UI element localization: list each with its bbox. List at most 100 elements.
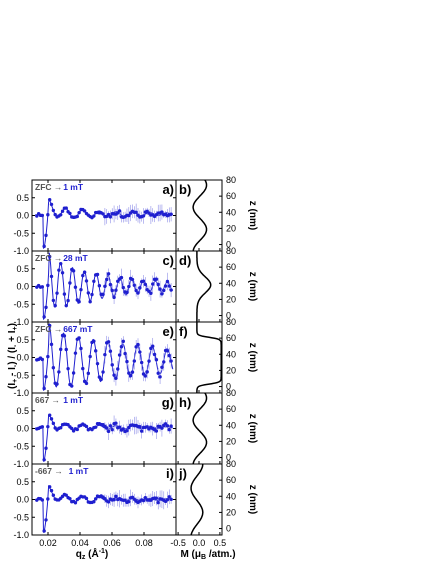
data-point bbox=[93, 425, 98, 429]
data-point bbox=[152, 352, 157, 357]
panel-3: -1.0 -0.5 0.0 0.5 0 20 40 60 80 z (nm) ZFC → 667 mT… bbox=[13, 317, 258, 398]
data-point bbox=[132, 359, 137, 363]
data-point bbox=[77, 300, 81, 304]
y-axis-label: (I+ - I-) / (I- + I+) bbox=[7, 323, 19, 389]
data-point bbox=[167, 284, 171, 288]
data-point bbox=[128, 373, 133, 378]
data-point bbox=[62, 334, 67, 338]
data-point bbox=[165, 349, 170, 353]
data-point bbox=[79, 287, 83, 292]
y-tick-label: -1.0 bbox=[13, 246, 29, 256]
data-point bbox=[141, 279, 146, 283]
data-point bbox=[108, 349, 113, 353]
data-point bbox=[59, 261, 63, 266]
fit-curve bbox=[35, 323, 174, 391]
data-point bbox=[42, 529, 46, 533]
data-point bbox=[125, 428, 129, 433]
data-point bbox=[95, 272, 100, 277]
data-point bbox=[108, 215, 113, 219]
data-point bbox=[103, 496, 107, 501]
data-point bbox=[49, 342, 54, 347]
y-tick-label: -0.5 bbox=[13, 228, 29, 238]
z-tick-label: 0 bbox=[226, 524, 231, 534]
data-point bbox=[169, 424, 173, 428]
data-point bbox=[57, 268, 61, 272]
z-tick-label: 0 bbox=[226, 453, 231, 463]
data-point bbox=[106, 272, 111, 276]
data-point bbox=[47, 323, 52, 328]
data-point bbox=[68, 497, 72, 501]
data-point bbox=[75, 427, 79, 432]
z-tick-label: 80 bbox=[226, 317, 236, 327]
data-point bbox=[66, 366, 70, 371]
y-tick-label: 0.5 bbox=[16, 477, 29, 487]
y-tick-label: -1.0 bbox=[13, 530, 29, 540]
panel-2: -1.0 -0.5 0.0 0.5 0 20 40 60 80 z (nm) ZFC → 28 mT c… bbox=[13, 246, 258, 327]
z-tick-label: 60 bbox=[226, 333, 236, 343]
data-point bbox=[141, 214, 146, 218]
y-tick-label: 0.0 bbox=[16, 495, 29, 505]
z-axis-label: z (nm) bbox=[247, 201, 258, 230]
z-tick-label: 40 bbox=[226, 420, 236, 430]
y-tick-label: 0.0 bbox=[16, 211, 29, 221]
y-tick-label: -1.0 bbox=[13, 459, 29, 469]
z-tick-label: 80 bbox=[226, 246, 236, 256]
z-tick-label: 60 bbox=[226, 262, 236, 272]
x-tick-label: 0.02 bbox=[39, 538, 57, 548]
x-axis-label: qz (Å-1) bbox=[76, 547, 109, 561]
data-point bbox=[158, 375, 162, 379]
data-point bbox=[110, 288, 114, 293]
data-point bbox=[114, 494, 118, 498]
y-tick-label: 0.5 bbox=[16, 193, 29, 203]
data-point bbox=[59, 347, 63, 352]
data-point bbox=[40, 498, 45, 502]
field-value-label: 28 mT bbox=[63, 253, 88, 263]
data-point bbox=[53, 303, 57, 308]
data-point bbox=[49, 488, 54, 493]
data-point bbox=[46, 283, 50, 288]
x-tick-label: 0.08 bbox=[135, 538, 153, 548]
data-point bbox=[160, 292, 164, 296]
data-point bbox=[64, 493, 68, 497]
y-tick-label: -0.5 bbox=[13, 299, 29, 309]
data-point bbox=[127, 371, 131, 375]
data-point bbox=[51, 366, 56, 370]
data-point bbox=[46, 424, 50, 429]
data-point bbox=[145, 370, 149, 374]
z-tick-label: 0 bbox=[226, 382, 231, 392]
data-point bbox=[114, 288, 118, 292]
data-point bbox=[93, 497, 98, 501]
z-tick-label: 40 bbox=[226, 491, 236, 501]
data-point bbox=[46, 497, 50, 501]
data-point bbox=[90, 292, 94, 297]
data-point bbox=[55, 382, 59, 386]
data-point bbox=[119, 275, 124, 280]
data-point bbox=[60, 271, 65, 275]
data-point bbox=[92, 279, 96, 284]
data-point bbox=[116, 367, 120, 371]
data-point bbox=[108, 424, 113, 428]
panel-4: -1.0 -0.5 0.0 0.5 0 20 40 60 80 z (nm) 667 → 1 mT g)… bbox=[13, 388, 258, 469]
data-point bbox=[42, 458, 46, 462]
data-point bbox=[165, 424, 170, 428]
data-point bbox=[127, 425, 131, 430]
data-point bbox=[47, 254, 52, 259]
data-point bbox=[156, 371, 160, 375]
data-point bbox=[125, 359, 129, 364]
panel-letter: g) bbox=[162, 395, 174, 410]
data-point bbox=[160, 365, 164, 369]
data-point bbox=[138, 286, 142, 290]
data-point bbox=[158, 287, 162, 291]
panel-5: -1.0 -0.5 0.0 0.5 0 20 40 60 80 z (nm) -667 → 1 mT i… bbox=[13, 459, 258, 540]
data-point bbox=[59, 425, 63, 430]
data-point bbox=[165, 498, 170, 502]
data-point bbox=[51, 493, 56, 497]
panel-letter: c) bbox=[162, 253, 174, 268]
data-point bbox=[46, 354, 50, 359]
z-tick-label: 20 bbox=[226, 436, 236, 446]
z-axis-label: z (nm) bbox=[247, 414, 258, 443]
fit-curve bbox=[35, 414, 173, 462]
z-tick-label: 20 bbox=[226, 223, 236, 233]
z-tick-label: 60 bbox=[226, 191, 236, 201]
